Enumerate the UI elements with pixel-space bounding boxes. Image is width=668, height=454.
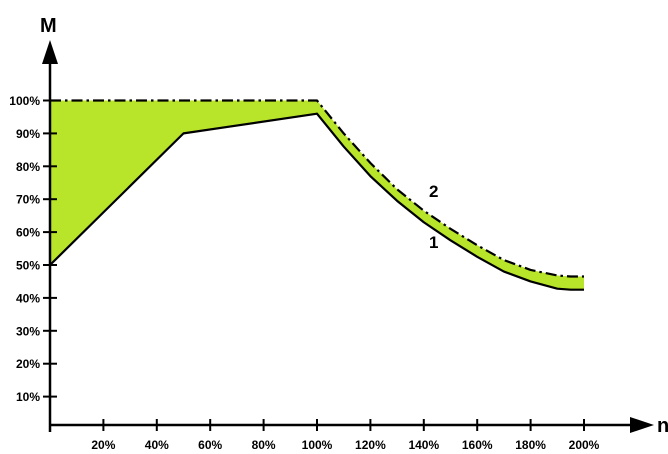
x-tick-label: 100% bbox=[302, 438, 333, 452]
y-tick-label: 20% bbox=[16, 357, 40, 371]
x-tick-label: 200% bbox=[569, 438, 600, 452]
x-axis-arrow-icon bbox=[630, 417, 654, 433]
x-tick-label: 40% bbox=[145, 438, 169, 452]
y-tick-label: 70% bbox=[16, 193, 40, 207]
y-tick-label: 100% bbox=[9, 94, 40, 108]
series-labels: 21 bbox=[429, 182, 438, 252]
axes: M n bbox=[40, 15, 668, 437]
y-tick-label: 50% bbox=[16, 259, 40, 273]
ticks: 10% 20% 30% 40% 50% 60% 70% 80% 90% 100% 20% 40% 60%… bbox=[9, 94, 599, 452]
series-2-line bbox=[50, 99, 584, 278]
y-tick-label: 60% bbox=[16, 226, 40, 240]
series-1-line bbox=[49, 112, 584, 291]
envelope-fill bbox=[50, 100, 584, 290]
series-lines bbox=[49, 99, 584, 291]
y-tick-label: 40% bbox=[16, 291, 40, 305]
x-tick-label: 180% bbox=[515, 438, 546, 452]
x-axis-label: n bbox=[657, 415, 668, 437]
x-tick-label: 20% bbox=[91, 438, 115, 452]
series-1-label: 1 bbox=[429, 233, 438, 252]
fill-area bbox=[50, 100, 584, 290]
x-tick-label: 160% bbox=[462, 438, 493, 452]
x-tick-label: 60% bbox=[198, 438, 222, 452]
y-axis-label: M bbox=[40, 15, 57, 37]
series-2-label: 2 bbox=[429, 182, 438, 201]
y-axis-arrow-icon bbox=[42, 40, 58, 64]
x-tick-label: 120% bbox=[355, 438, 386, 452]
y-tick-label: 80% bbox=[16, 160, 40, 174]
y-tick-label: 30% bbox=[16, 324, 40, 338]
x-tick-label: 80% bbox=[252, 438, 276, 452]
y-tick-label: 90% bbox=[16, 127, 40, 141]
x-tick-label: 140% bbox=[408, 438, 439, 452]
y-tick-label: 10% bbox=[16, 390, 40, 404]
